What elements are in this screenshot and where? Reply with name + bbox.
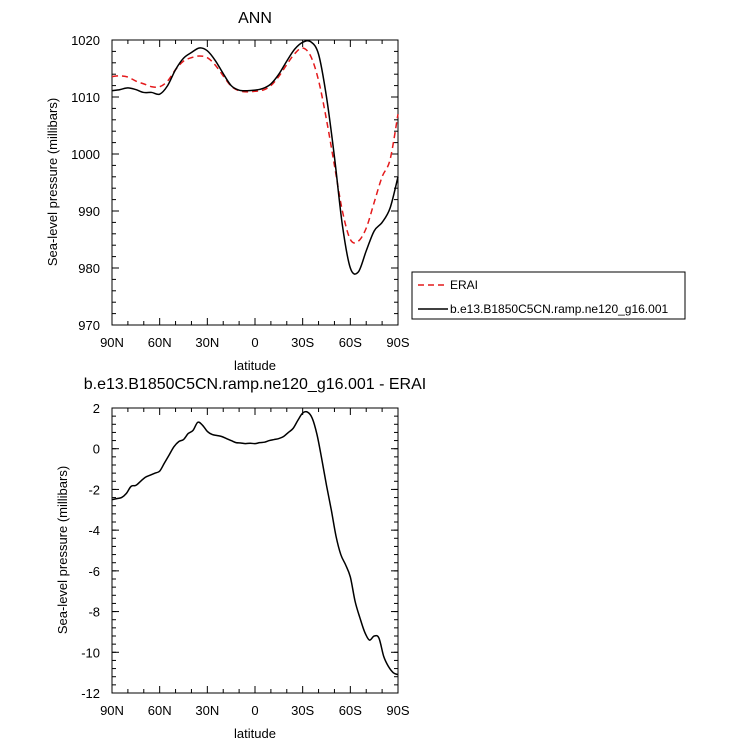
bottom-xtick-label: 30S (291, 703, 314, 718)
top-xtick-label: 60N (148, 335, 172, 350)
bottom-xaxis-title: latitude (234, 726, 276, 741)
legend-label-model: b.e13.B1850C5CN.ramp.ne120_g16.001 (450, 302, 668, 316)
top-ytick-label: 980 (78, 261, 100, 276)
top-ytick-label: 1010 (71, 90, 100, 105)
bottom-chart-title: b.e13.B1850C5CN.ramp.ne120_g16.001 - ERA… (84, 376, 426, 393)
bottom-yaxis-title: Sea-level pressure (millibars) (55, 466, 70, 634)
legend-label-erai: ERAI (450, 278, 478, 292)
bottom-panel: b.e13.B1850C5CN.ramp.ne120_g16.001 - ERA… (55, 376, 426, 741)
bottom-plot-frame (111, 407, 399, 694)
bottom-ytick-label: -6 (88, 564, 100, 579)
bottom-ytick-label: 2 (93, 401, 100, 416)
bottom-xtick-label: 0 (251, 703, 258, 718)
legend-box (411, 271, 686, 320)
top-ytick-label: 970 (78, 318, 100, 333)
top-panel: ANN 90N 60N 30N 0 30S 60S 90S 1020 1010 1000 990 98… (45, 10, 686, 373)
bottom-ytick-label: -10 (81, 645, 100, 660)
bottom-xtick-label: 60N (148, 703, 172, 718)
bottom-ytick-label: -4 (88, 523, 100, 538)
bottom-ytick-label: -2 (88, 482, 100, 497)
legend: ERAI b.e13.B1850C5CN.ramp.ne120_g16.001 (411, 271, 686, 320)
bottom-ytick-label: 0 (93, 442, 100, 457)
top-series-line-0 (111, 47, 399, 244)
top-xtick-label: 0 (251, 335, 258, 350)
top-axis-ticks: 90N 60N 30N 0 30S 60S 90S 1020 1010 1000 990 980 970 (71, 33, 410, 350)
top-xtick-label: 30S (291, 335, 314, 350)
top-xtick-label: 60S (339, 335, 362, 350)
top-chart-title: ANN (238, 10, 272, 27)
bottom-xtick-label: 60S (339, 703, 362, 718)
top-xtick-label: 30N (195, 335, 219, 350)
bottom-series-group (111, 410, 399, 676)
bottom-xtick-label: 30N (195, 703, 219, 718)
top-xtick-label: 90S (386, 335, 409, 350)
top-ytick-label: 990 (78, 204, 100, 219)
bottom-ytick-label: -12 (81, 686, 100, 701)
bottom-axis-ticks: 90N 60N 30N 0 30S 60S 90S 2 0 -2 -4 -6 -8 -10 -12 (81, 401, 410, 718)
top-plot-frame (111, 39, 399, 326)
top-series-line-1 (111, 39, 399, 275)
bottom-series-line-0 (111, 410, 399, 676)
top-series-group (111, 39, 399, 275)
bottom-xtick-label: 90N (100, 703, 124, 718)
bottom-ytick-label: -8 (88, 605, 100, 620)
top-xtick-label: 90N (100, 335, 124, 350)
top-yaxis-title: Sea-level pressure (millibars) (45, 98, 60, 266)
top-xaxis-title: latitude (234, 358, 276, 373)
top-ytick-label: 1020 (71, 33, 100, 48)
top-ytick-label: 1000 (71, 147, 100, 162)
bottom-xtick-label: 90S (386, 703, 409, 718)
